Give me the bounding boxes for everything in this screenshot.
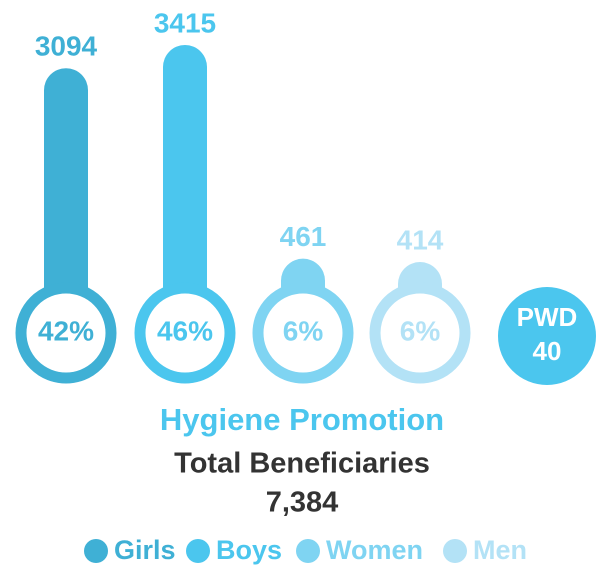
legend-swatch — [84, 539, 108, 563]
percentage-label: 6% — [283, 315, 324, 346]
bulb-ring — [369, 282, 471, 384]
bar — [44, 68, 88, 292]
bulb-ring — [252, 282, 354, 384]
bulb-ring — [134, 282, 236, 384]
percentage-label: 6% — [400, 315, 441, 346]
legend-label: Women — [326, 535, 423, 565]
pwd-value: 40 — [533, 336, 562, 366]
value-label: 3415 — [154, 7, 216, 38]
bar — [163, 45, 207, 292]
value-label: 3094 — [35, 31, 98, 62]
legend-label: Boys — [216, 535, 282, 565]
value-label: 414 — [397, 224, 444, 255]
bulb-ring — [15, 282, 117, 384]
percentage-label: 42% — [38, 315, 94, 346]
pwd-label: PWD — [517, 302, 578, 332]
chart-title: Hygiene Promotion — [160, 402, 444, 437]
total: 7,384 — [266, 487, 339, 519]
chart-subtitle: Total Beneficiaries — [174, 448, 430, 480]
bar — [281, 258, 325, 292]
legend-label: Men — [473, 535, 527, 565]
legend-label: Girls — [114, 535, 176, 565]
pwd-circle — [498, 287, 596, 385]
percentage-label: 46% — [157, 315, 213, 346]
legend-swatch — [296, 539, 320, 563]
value-label: 461 — [280, 221, 327, 252]
legend-swatch — [186, 539, 210, 563]
legend-swatch — [443, 539, 467, 563]
